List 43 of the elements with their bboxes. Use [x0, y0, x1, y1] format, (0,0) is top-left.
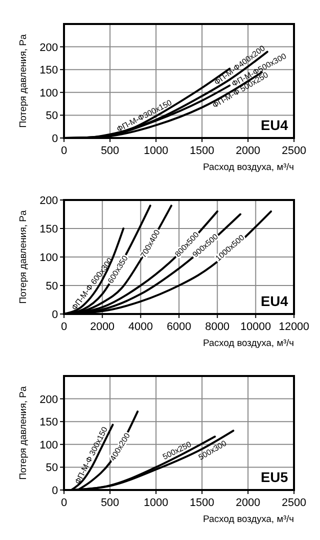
y-tick-label: 50 [46, 462, 58, 474]
x-tick-label: 0 [60, 497, 68, 509]
y-tick-label: 50 [46, 280, 58, 292]
x-tick-label: 2000 [236, 497, 260, 509]
x-tick-label: 2000 [90, 321, 115, 333]
y-tick-label: 0 [52, 133, 58, 145]
x-axis-title: Расход воздуха, м³/ч [202, 338, 294, 349]
y-tick-label: 0 [52, 309, 58, 321]
x-axis-title: Расход воздуха, м³/ч [202, 514, 294, 525]
x-tick-label: 500 [100, 145, 120, 157]
y-tick-label: 100 [40, 87, 58, 100]
x-tick-label: 0 [60, 145, 68, 157]
y-tick-label: 200 [40, 394, 58, 406]
x-tick-label: 2500 [282, 145, 306, 157]
x-tick-label: 1000 [144, 497, 168, 509]
x-tick-label: 0 [60, 321, 68, 333]
y-axis-title: Потеря давления, Pa [18, 34, 29, 128]
x-tick-label: 12000 [278, 321, 310, 333]
x-tick-label: 6000 [166, 321, 192, 333]
x-tick-label: 1000 [144, 145, 168, 157]
x-tick-label: 10000 [240, 321, 271, 333]
x-tick-label: 2500 [282, 497, 306, 509]
x-tick-label: 4000 [128, 321, 153, 333]
y-tick-label: 150 [40, 64, 58, 77]
y-tick-label: 200 [40, 42, 58, 54]
x-tick-label: 1500 [190, 497, 214, 509]
y-tick-label: 0 [52, 485, 58, 497]
y-tick-label: 150 [40, 416, 58, 429]
x-tick-label: 2000 [236, 145, 260, 157]
x-tick-label: 500 [100, 497, 120, 509]
annotation: EU4 [260, 117, 288, 133]
y-axis-title: Потеря давления, Pa [18, 386, 29, 480]
x-tick-label: 1500 [190, 145, 214, 157]
x-axis-title: Расход воздуха, м³/ч [202, 162, 294, 173]
annotation: EU5 [260, 469, 288, 485]
y-axis-title: Потеря давления, Pa [18, 210, 29, 304]
y-tick-label: 100 [40, 252, 58, 264]
y-tick-label: 50 [46, 110, 58, 122]
y-tick-label: 100 [40, 439, 58, 452]
y-tick-label: 200 [40, 195, 58, 207]
y-tick-label: 150 [40, 224, 58, 236]
x-tick-label: 8000 [205, 321, 230, 333]
annotation: EU4 [260, 293, 288, 309]
